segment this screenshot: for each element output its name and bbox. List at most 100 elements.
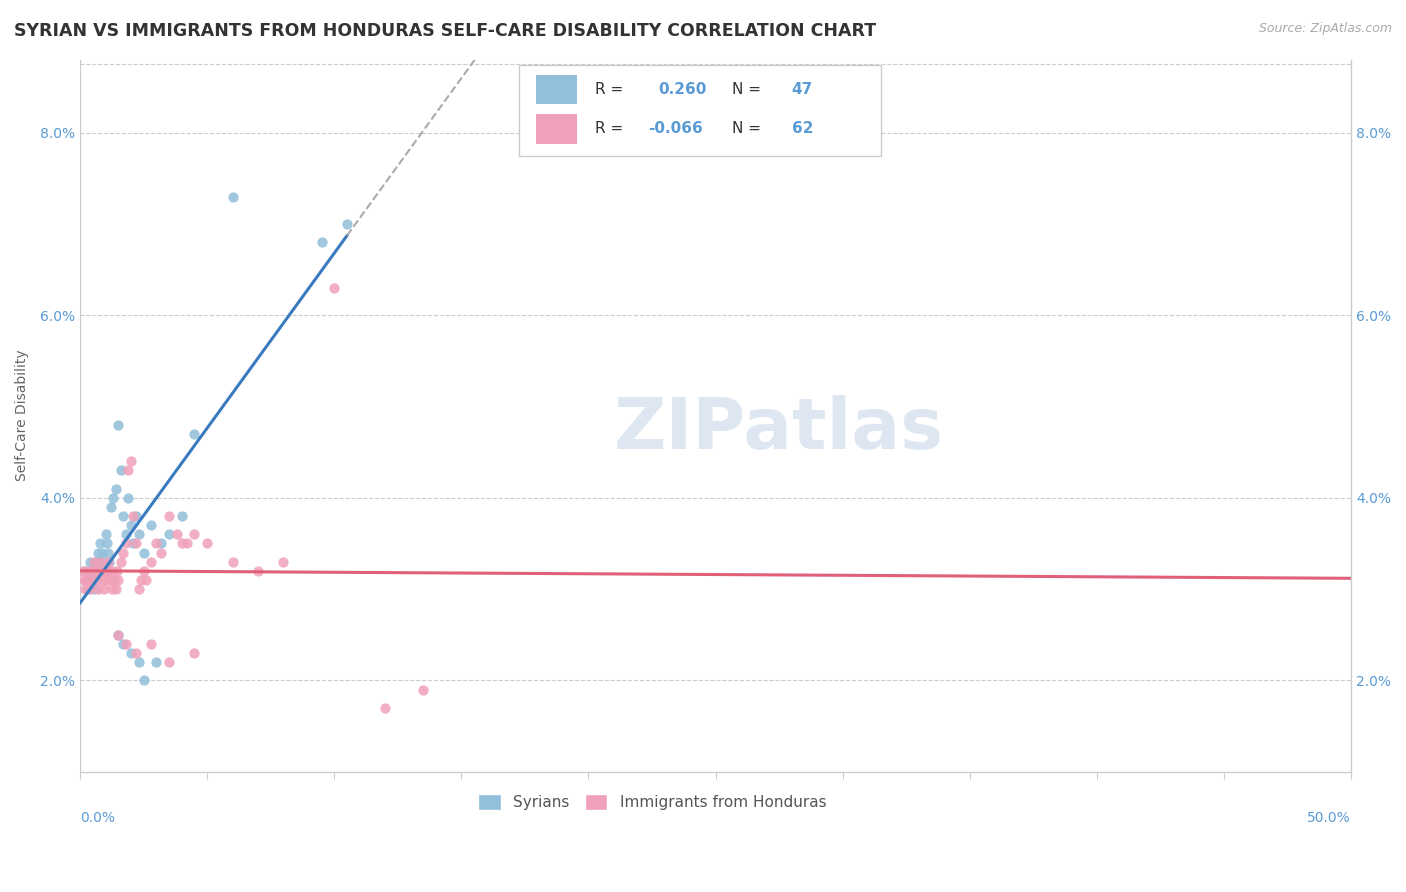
- Point: [132, 546, 155, 560]
- Point: [145, 536, 167, 550]
- Point: [170, 509, 193, 524]
- Point: [132, 673, 155, 688]
- Text: N =: N =: [733, 82, 766, 97]
- Point: [128, 527, 150, 541]
- Point: [104, 482, 127, 496]
- Point: [76, 564, 98, 578]
- Point: [72, 564, 94, 578]
- Point: [100, 500, 122, 514]
- Point: [157, 655, 180, 669]
- Point: [104, 582, 127, 596]
- Point: [157, 509, 180, 524]
- Point: [97, 555, 120, 569]
- Point: [128, 582, 150, 596]
- Point: [80, 573, 103, 587]
- Point: [96, 573, 118, 587]
- Point: [374, 700, 396, 714]
- Point: [90, 564, 112, 578]
- Point: [94, 564, 117, 578]
- Point: [141, 555, 163, 569]
- Text: SYRIAN VS IMMIGRANTS FROM HONDURAS SELF-CARE DISABILITY CORRELATION CHART: SYRIAN VS IMMIGRANTS FROM HONDURAS SELF-…: [14, 22, 876, 40]
- Legend: Syrians, Immigrants from Honduras: Syrians, Immigrants from Honduras: [470, 786, 834, 817]
- Point: [107, 573, 129, 587]
- Point: [115, 527, 138, 541]
- Point: [125, 646, 148, 660]
- Point: [90, 546, 112, 560]
- Point: [75, 582, 97, 596]
- Text: 0.260: 0.260: [658, 82, 707, 97]
- Point: [128, 655, 150, 669]
- Point: [98, 564, 121, 578]
- Point: [120, 518, 142, 533]
- Point: [141, 637, 163, 651]
- Point: [97, 546, 120, 560]
- Point: [82, 564, 104, 578]
- Point: [107, 417, 129, 432]
- Point: [77, 573, 100, 587]
- Text: -0.066: -0.066: [648, 121, 703, 136]
- Point: [150, 536, 173, 550]
- Point: [323, 281, 346, 295]
- Point: [75, 573, 97, 587]
- Point: [86, 573, 108, 587]
- Point: [105, 564, 128, 578]
- Point: [89, 555, 111, 569]
- Point: [176, 536, 198, 550]
- Point: [83, 582, 105, 596]
- Point: [129, 573, 152, 587]
- Point: [150, 546, 173, 560]
- Point: [125, 536, 148, 550]
- Point: [82, 573, 104, 587]
- Point: [120, 454, 142, 468]
- Text: 50.0%: 50.0%: [1308, 811, 1351, 825]
- Point: [76, 582, 98, 596]
- Point: [98, 555, 121, 569]
- Point: [166, 527, 188, 541]
- Text: 47: 47: [792, 82, 813, 97]
- Point: [75, 564, 97, 578]
- Point: [117, 491, 139, 505]
- Point: [183, 426, 205, 441]
- Point: [141, 518, 163, 533]
- Point: [122, 536, 145, 550]
- Point: [94, 527, 117, 541]
- Text: N =: N =: [733, 121, 766, 136]
- Point: [87, 546, 110, 560]
- Point: [221, 555, 243, 569]
- Point: [101, 491, 124, 505]
- Point: [86, 555, 108, 569]
- Text: ZIPatlas: ZIPatlas: [614, 395, 945, 465]
- Point: [89, 536, 111, 550]
- Point: [103, 573, 125, 587]
- Point: [79, 555, 101, 569]
- Point: [100, 573, 122, 587]
- Point: [93, 582, 115, 596]
- Point: [83, 555, 105, 569]
- Bar: [536, 114, 576, 145]
- Point: [112, 637, 135, 651]
- Point: [273, 555, 295, 569]
- Point: [101, 564, 124, 578]
- Point: [107, 628, 129, 642]
- Point: [75, 573, 97, 587]
- Point: [84, 564, 107, 578]
- Point: [112, 509, 135, 524]
- Point: [93, 564, 115, 578]
- Point: [135, 573, 157, 587]
- Point: [112, 546, 135, 560]
- Point: [120, 646, 142, 660]
- Point: [73, 573, 96, 587]
- Point: [79, 582, 101, 596]
- Point: [91, 555, 114, 569]
- Point: [96, 536, 118, 550]
- Point: [84, 564, 107, 578]
- Text: 0.0%: 0.0%: [80, 811, 115, 825]
- Point: [336, 217, 359, 231]
- Text: 62: 62: [792, 121, 813, 136]
- Point: [195, 536, 218, 550]
- Point: [117, 463, 139, 477]
- Point: [221, 189, 243, 203]
- Text: Source: ZipAtlas.com: Source: ZipAtlas.com: [1258, 22, 1392, 36]
- Point: [311, 235, 333, 250]
- Point: [157, 527, 180, 541]
